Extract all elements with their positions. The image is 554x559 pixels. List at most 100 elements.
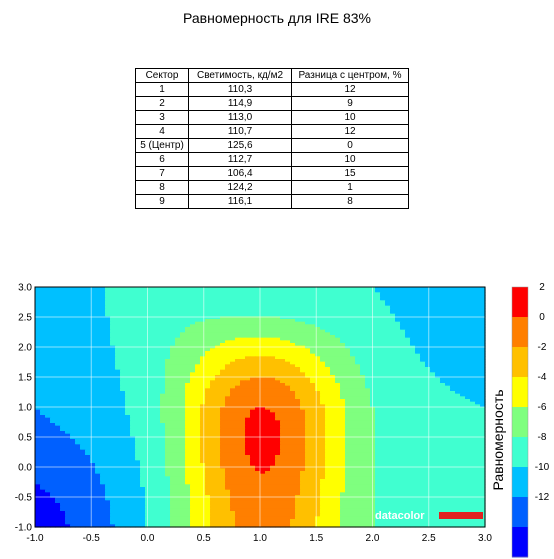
contour-cell bbox=[50, 340, 56, 344]
contour-cell bbox=[215, 369, 221, 373]
contour-cell bbox=[435, 359, 441, 363]
contour-cell bbox=[95, 420, 101, 424]
contour-cell bbox=[285, 388, 291, 392]
contour-cell bbox=[260, 364, 266, 368]
contour-cell bbox=[395, 300, 401, 304]
contour-cell bbox=[210, 289, 216, 293]
contour-cell bbox=[250, 303, 256, 307]
contour-cell bbox=[375, 287, 381, 291]
contour-cell bbox=[380, 412, 386, 416]
contour-cell bbox=[220, 404, 226, 408]
contour-cell bbox=[265, 321, 271, 325]
contour-cell bbox=[335, 319, 341, 323]
contour-cell bbox=[175, 361, 181, 365]
contour-cell bbox=[270, 401, 276, 405]
contour-cell bbox=[85, 409, 91, 413]
contour-cell bbox=[260, 308, 266, 312]
contour-cell bbox=[365, 423, 371, 427]
contour-cell bbox=[105, 313, 111, 317]
contour-cell bbox=[390, 332, 396, 336]
contour-cell bbox=[475, 297, 481, 301]
contour-cell bbox=[275, 305, 281, 309]
contour-cell bbox=[65, 316, 71, 320]
contour-cell bbox=[455, 404, 461, 408]
contour-cell bbox=[295, 425, 301, 429]
contour-cell bbox=[310, 396, 316, 400]
contour-cell bbox=[150, 329, 156, 333]
contour-cell bbox=[115, 423, 121, 427]
contour-cell bbox=[230, 396, 236, 400]
contour-cell bbox=[410, 380, 416, 384]
contour-cell bbox=[360, 391, 366, 395]
contour-cell bbox=[185, 292, 191, 296]
contour-cell bbox=[130, 367, 136, 371]
contour-cell bbox=[195, 388, 201, 392]
contour-cell bbox=[125, 377, 131, 381]
contour-cell bbox=[430, 393, 436, 397]
contour-cell bbox=[235, 420, 241, 424]
contour-cell bbox=[470, 380, 476, 384]
contour-cell bbox=[320, 340, 326, 344]
contour-cell bbox=[450, 353, 456, 357]
contour-cell bbox=[305, 337, 311, 341]
contour-cell bbox=[300, 364, 306, 368]
contour-cell bbox=[240, 289, 246, 293]
contour-cell bbox=[285, 297, 291, 301]
contour-cell bbox=[195, 391, 201, 395]
contour-cell bbox=[195, 380, 201, 384]
contour-cell bbox=[315, 287, 321, 291]
contour-cell bbox=[230, 332, 236, 336]
contour-cell bbox=[350, 420, 356, 424]
contour-cell bbox=[330, 351, 336, 355]
table-cell: 110,3 bbox=[188, 82, 292, 97]
contour-cell bbox=[90, 295, 96, 299]
contour-cell bbox=[140, 401, 146, 405]
contour-cell bbox=[280, 300, 286, 304]
contour-cell bbox=[415, 300, 421, 304]
contour-cell bbox=[395, 431, 401, 435]
contour-cell bbox=[220, 385, 226, 389]
contour-cell bbox=[65, 361, 71, 365]
contour-cell bbox=[330, 372, 336, 376]
contour-cell bbox=[225, 313, 231, 317]
contour-cell bbox=[460, 425, 466, 429]
contour-cell bbox=[310, 412, 316, 416]
contour-cell bbox=[195, 303, 201, 307]
contour-cell bbox=[60, 289, 66, 293]
contour-cell bbox=[40, 287, 46, 291]
contour-cell bbox=[340, 431, 346, 435]
contour-cell bbox=[255, 289, 261, 293]
contour-cell bbox=[165, 289, 171, 293]
contour-cell bbox=[475, 332, 481, 336]
contour-cell bbox=[90, 431, 96, 435]
contour-cell bbox=[390, 380, 396, 384]
contour-cell bbox=[70, 423, 76, 427]
contour-cell bbox=[55, 369, 61, 373]
contour-cell bbox=[275, 428, 281, 432]
contour-cell bbox=[160, 321, 166, 325]
contour-cell bbox=[190, 332, 196, 336]
contour-cell bbox=[385, 388, 391, 392]
contour-cell bbox=[125, 292, 131, 296]
contour-cell bbox=[210, 311, 216, 315]
contour-cell bbox=[80, 319, 86, 323]
contour-cell bbox=[60, 335, 66, 339]
contour-cell bbox=[255, 428, 261, 432]
contour-cell bbox=[480, 329, 486, 333]
contour-cell bbox=[320, 372, 326, 376]
contour-cell bbox=[235, 417, 241, 421]
contour-cell bbox=[60, 295, 66, 299]
contour-cell bbox=[85, 319, 91, 323]
contour-cell bbox=[445, 385, 451, 389]
contour-cell bbox=[480, 364, 486, 368]
contour-cell bbox=[330, 340, 336, 344]
contour-cell bbox=[235, 340, 241, 344]
contour-cell bbox=[280, 393, 286, 397]
contour-cell bbox=[320, 396, 326, 400]
contour-cell bbox=[450, 417, 456, 421]
contour-cell bbox=[230, 356, 236, 360]
contour-cell bbox=[265, 420, 271, 424]
contour-cell bbox=[365, 425, 371, 429]
contour-cell bbox=[100, 321, 106, 325]
contour-cell bbox=[320, 353, 326, 357]
